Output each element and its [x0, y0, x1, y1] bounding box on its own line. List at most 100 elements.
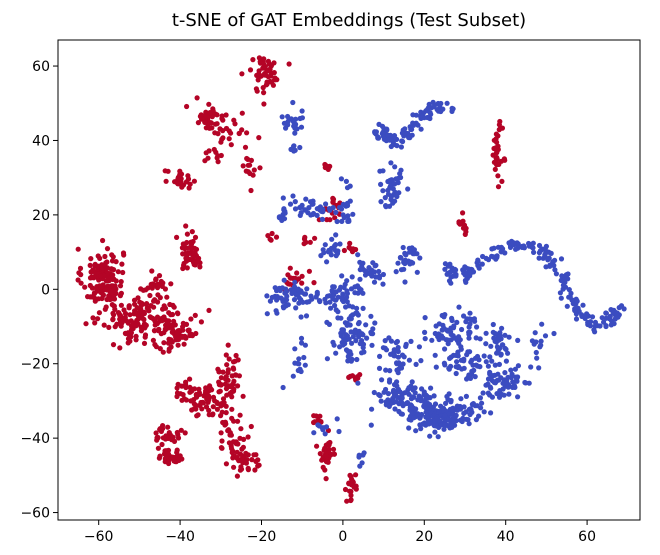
red-point [171, 318, 177, 324]
blue-point [560, 282, 567, 288]
red-point [260, 65, 266, 71]
blue-point [302, 342, 308, 348]
blue-point [395, 180, 401, 186]
red-point [118, 302, 124, 308]
red-point [496, 122, 502, 128]
red-point [132, 301, 138, 307]
blue-point [543, 243, 550, 249]
blue-point [324, 356, 330, 362]
red-point [113, 286, 119, 292]
red-point [100, 237, 106, 244]
blue-point [545, 257, 551, 263]
x-tick-label: −40 [165, 529, 195, 545]
blue-point [324, 319, 330, 325]
blue-point [558, 295, 564, 301]
blue-point [267, 298, 273, 304]
blue-point [431, 393, 437, 399]
blue-point [483, 359, 489, 365]
y-tick-label: 0 [41, 282, 50, 298]
red-point [303, 239, 309, 245]
blue-point [298, 314, 304, 320]
red-point [184, 103, 190, 110]
blue-point [284, 293, 290, 299]
blue-point [411, 251, 418, 257]
red-point [231, 464, 237, 470]
red-point [186, 185, 192, 191]
blue-point [363, 322, 369, 328]
blue-point [325, 293, 331, 299]
blue-point [468, 270, 474, 276]
red-point [156, 326, 162, 332]
red-point [205, 155, 211, 161]
blue-point [280, 195, 286, 201]
x-tick-label: −20 [247, 529, 277, 545]
red-point [302, 234, 308, 240]
red-point [165, 451, 172, 457]
blue-point [406, 416, 412, 422]
red-point [240, 393, 246, 399]
blue-point [442, 261, 448, 267]
blue-point [537, 344, 543, 350]
blue-point [344, 320, 350, 326]
red-point [273, 234, 280, 240]
blue-point [334, 218, 340, 225]
blue-point [416, 393, 422, 399]
red-point [245, 467, 251, 473]
red-point [211, 146, 217, 153]
red-point [331, 451, 337, 457]
red-point [75, 277, 81, 283]
blue-point [356, 454, 362, 460]
red-point [183, 397, 189, 403]
blue-point [531, 341, 537, 347]
blue-point [399, 395, 405, 401]
red-point [351, 484, 357, 490]
red-point [271, 60, 277, 66]
red-point [175, 342, 181, 348]
red-point [193, 402, 199, 408]
blue-point [411, 415, 417, 421]
red-point [229, 415, 235, 421]
blue-point [391, 133, 398, 139]
blue-point [368, 267, 374, 273]
red-point [221, 400, 227, 406]
blue-point [422, 336, 428, 342]
blue-point [597, 323, 603, 329]
red-point [311, 280, 317, 286]
blue-point [290, 373, 296, 379]
blue-point [395, 260, 401, 266]
blue-point [497, 333, 503, 339]
blue-point [589, 314, 596, 320]
blue-point [397, 389, 403, 395]
y-tick-label: −40 [20, 431, 50, 447]
blue-point [392, 353, 398, 359]
red-point [292, 275, 298, 281]
red-point [238, 426, 244, 432]
red-point [224, 392, 230, 398]
red-point [155, 445, 161, 451]
blue-point [319, 216, 325, 222]
blue-point [441, 426, 447, 432]
blue-point [530, 245, 536, 251]
blue-point [454, 319, 460, 325]
red-point [256, 135, 262, 141]
blue-point [618, 303, 625, 309]
blue-point [408, 338, 414, 344]
blue-point [396, 408, 402, 415]
red-point [159, 441, 165, 448]
blue-point [298, 124, 305, 130]
blue-point [406, 425, 412, 431]
red-point [111, 303, 117, 309]
blue-point [528, 364, 534, 370]
red-point [165, 340, 172, 346]
red-point [159, 282, 165, 289]
red-point [253, 452, 259, 458]
red-point [87, 262, 93, 268]
red-point [219, 136, 225, 142]
red-point [499, 125, 505, 131]
blue-point [453, 267, 459, 273]
blue-point [290, 99, 296, 106]
red-point [131, 297, 138, 303]
blue-point [340, 212, 346, 218]
blue-point [565, 271, 571, 277]
red-point [109, 252, 115, 258]
